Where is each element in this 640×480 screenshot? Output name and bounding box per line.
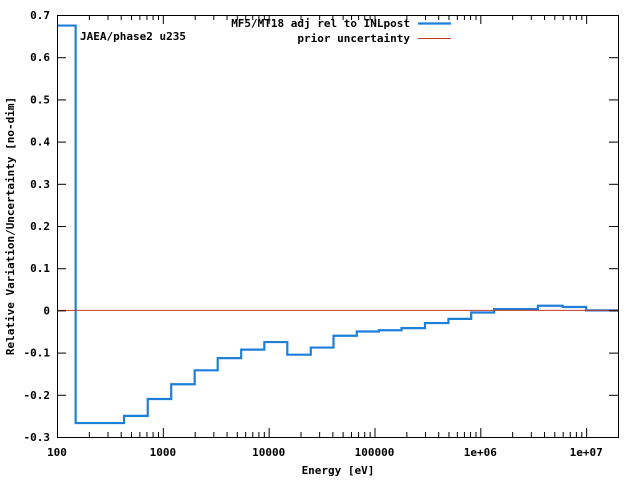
- y-tick-label: 0: [43, 304, 50, 317]
- x-axis-label: Energy [eV]: [302, 464, 375, 477]
- y-axis-label: Relative Variation/Uncertainty [no-dim]: [4, 97, 17, 355]
- y-tick-label: 0.6: [30, 51, 50, 64]
- x-tick-label: 1e+06: [464, 446, 497, 459]
- legend-label-series-2: prior uncertainty: [297, 32, 410, 45]
- series-layer: [57, 24, 618, 425]
- y-tick-label: 0.5: [30, 93, 50, 106]
- y-tick-label: 0.3: [30, 178, 50, 191]
- x-tick-label: 10000: [252, 446, 285, 459]
- y-tick-label: -0.2: [24, 389, 51, 402]
- x-tick-label: 1e+07: [570, 446, 603, 459]
- legend-label-series-1: MF5/MT18 adj rel to INLpost: [231, 17, 410, 30]
- y-tick-label: 0.1: [30, 262, 50, 275]
- y-tick-label: -0.3: [24, 431, 51, 444]
- x-tick-label: 100: [47, 446, 67, 459]
- legend: MF5/MT18 adj rel to INLpost prior uncert…: [231, 17, 451, 45]
- y-tick-label: 0.4: [30, 136, 50, 149]
- series-line-1: [57, 24, 618, 425]
- y-tick-label: 0.2: [30, 220, 50, 233]
- plot-frame: [57, 15, 619, 438]
- y-tick-label: -0.1: [24, 347, 51, 360]
- ticks-layer: [57, 15, 619, 438]
- x-tick-label: 1000: [150, 446, 177, 459]
- annotation-label: JAEA/phase2 u235: [80, 30, 186, 43]
- labels-layer: -0.3 -0.2 -0.1 0 0.1 0.2 0.3 0.4 0.5 0.6 0.7 100 100…: [24, 9, 603, 459]
- y-tick-label: 0.7: [30, 9, 50, 22]
- x-tick-label: 100000: [355, 446, 395, 459]
